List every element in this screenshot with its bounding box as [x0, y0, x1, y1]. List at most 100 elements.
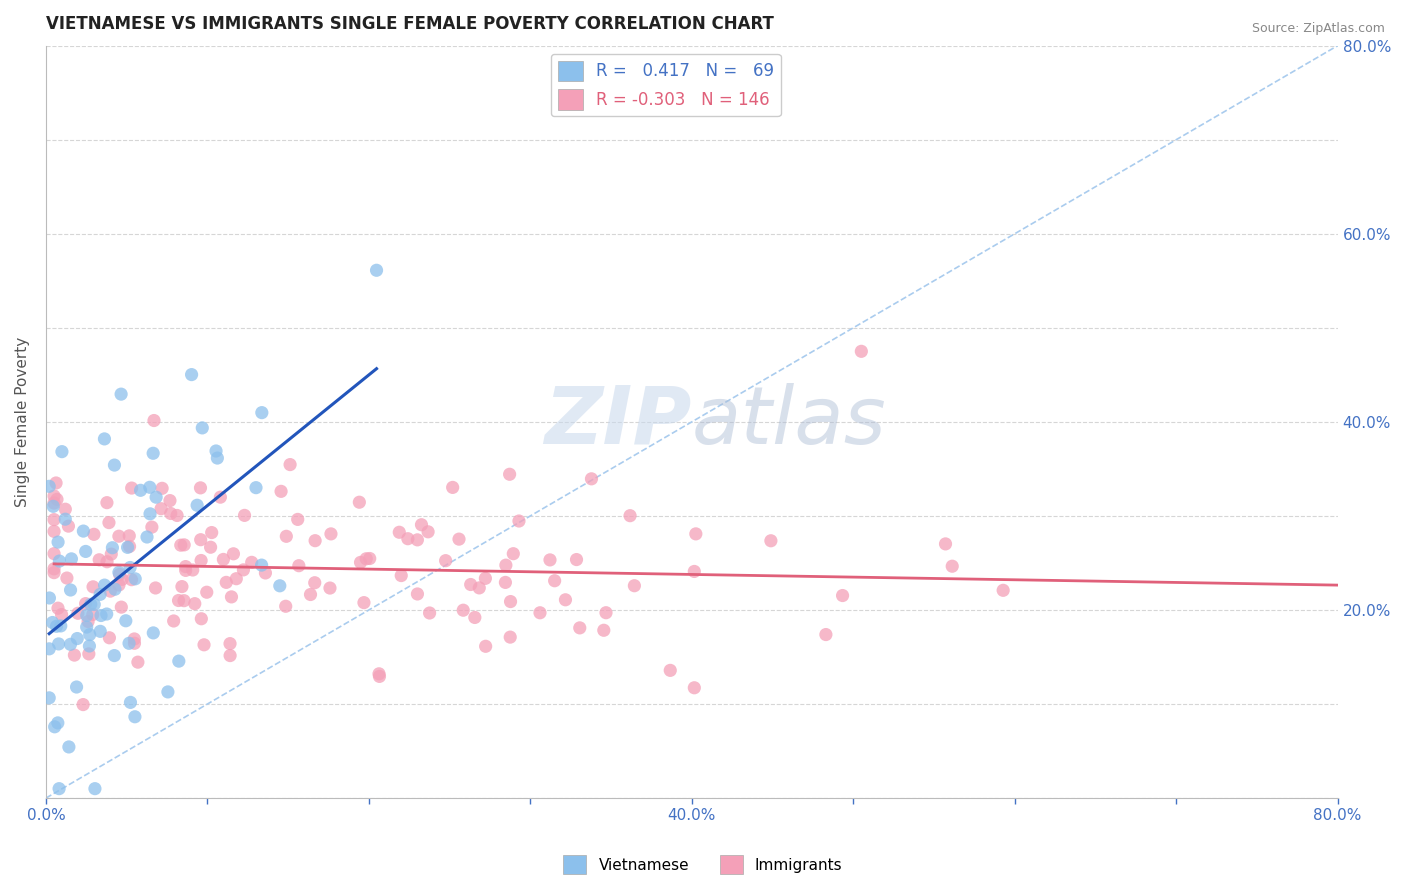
Point	[195, 585, 218, 599]
Point	[508, 514, 530, 528]
Point	[349, 555, 371, 569]
Point	[46, 535, 69, 549]
Point	[254, 566, 277, 580]
Point	[53, 512, 76, 526]
Point	[56, 571, 79, 585]
Point	[84, 781, 107, 796]
Point	[174, 559, 197, 574]
Point	[108, 566, 131, 580]
Point	[193, 638, 215, 652]
Point	[269, 579, 291, 593]
Point	[288, 558, 311, 573]
Point	[111, 572, 134, 586]
Point	[108, 529, 131, 543]
Point	[319, 581, 342, 595]
Point	[240, 555, 263, 569]
Point	[163, 614, 186, 628]
Legend: R =   0.417   N =   69, R = -0.303   N = 146: R = 0.417 N = 69, R = -0.303 N = 146	[551, 54, 780, 116]
Point	[190, 533, 212, 547]
Point	[814, 627, 837, 641]
Point	[120, 560, 142, 574]
Point	[66, 607, 89, 621]
Point	[48, 554, 70, 568]
Point	[434, 554, 457, 568]
Point	[592, 624, 614, 638]
Point	[494, 575, 516, 590]
Point	[474, 571, 496, 585]
Point	[127, 655, 149, 669]
Point	[79, 627, 101, 641]
Point	[83, 598, 105, 612]
Point	[58, 519, 80, 533]
Point	[215, 575, 238, 590]
Point	[83, 527, 105, 541]
Point	[502, 547, 524, 561]
Point	[89, 587, 111, 601]
Point	[82, 580, 104, 594]
Point	[143, 413, 166, 427]
Point	[124, 710, 146, 724]
Point	[225, 572, 247, 586]
Point	[124, 632, 146, 646]
Point	[108, 567, 131, 582]
Point	[150, 481, 173, 495]
Point	[683, 681, 706, 695]
Point	[232, 563, 254, 577]
Point	[250, 406, 273, 420]
Point	[100, 547, 122, 561]
Point	[191, 421, 214, 435]
Point	[221, 590, 243, 604]
Point	[416, 524, 439, 539]
Point	[42, 489, 65, 503]
Point	[42, 566, 65, 580]
Point	[396, 532, 419, 546]
Point	[1358, 590, 1381, 604]
Point	[49, 619, 72, 633]
Point	[451, 603, 474, 617]
Point	[159, 507, 181, 521]
Point	[145, 581, 167, 595]
Point	[159, 493, 181, 508]
Point	[250, 558, 273, 573]
Point	[276, 529, 298, 543]
Y-axis label: Single Female Poverty: Single Female Poverty	[15, 337, 30, 507]
Point	[97, 516, 120, 530]
Point	[851, 344, 873, 359]
Point	[388, 525, 411, 540]
Point	[46, 601, 69, 615]
Point	[124, 636, 146, 650]
Point	[90, 608, 112, 623]
Point	[72, 698, 94, 712]
Point	[150, 501, 173, 516]
Point	[190, 553, 212, 567]
Point	[167, 654, 190, 668]
Point	[103, 648, 125, 663]
Point	[45, 475, 67, 490]
Point	[460, 577, 482, 591]
Legend: Vietnamese, Immigrants: Vietnamese, Immigrants	[557, 849, 849, 880]
Point	[77, 647, 100, 661]
Point	[53, 502, 76, 516]
Point	[42, 562, 65, 576]
Point	[359, 551, 381, 566]
Point	[75, 597, 97, 611]
Point	[180, 368, 202, 382]
Point	[831, 589, 853, 603]
Point	[42, 547, 65, 561]
Point	[595, 606, 617, 620]
Point	[110, 600, 132, 615]
Point	[46, 715, 69, 730]
Point	[468, 581, 491, 595]
Point	[419, 606, 441, 620]
Point	[184, 597, 207, 611]
Point	[619, 508, 641, 523]
Point	[38, 690, 60, 705]
Point	[42, 496, 65, 510]
Point	[368, 669, 391, 683]
Point	[139, 480, 162, 494]
Point	[66, 632, 89, 646]
Point	[121, 481, 143, 495]
Point	[411, 517, 433, 532]
Point	[120, 695, 142, 709]
Point	[270, 484, 292, 499]
